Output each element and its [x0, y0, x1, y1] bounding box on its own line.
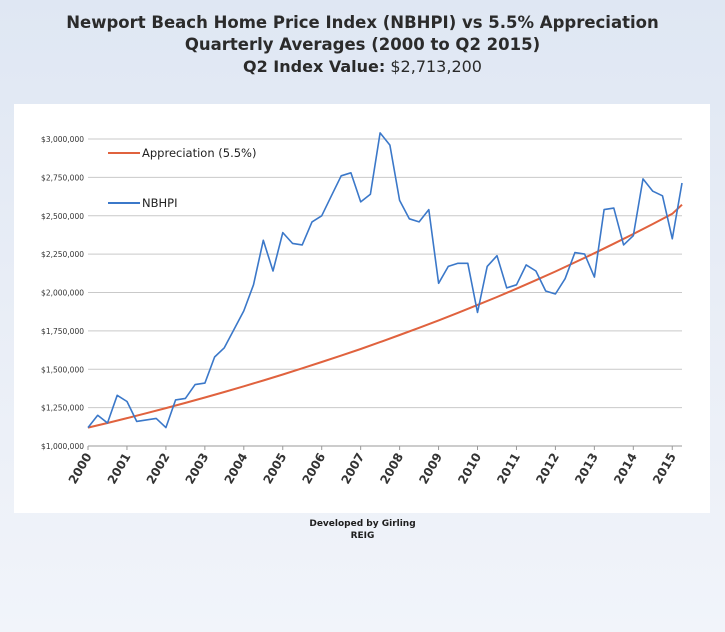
legend: Appreciation (5.5%) NBHPI	[108, 146, 256, 210]
y-tick-label: $1,000,000	[41, 442, 84, 451]
y-tick-label: $2,500,000	[41, 212, 84, 221]
y-axis-ticks: $1,000,000 $1,250,000 $1,500,000 $1,750,000…	[41, 135, 84, 451]
y-tick-label: $3,000,000	[41, 135, 84, 144]
index-value-label: Q2 Index Value:	[243, 57, 386, 76]
chart-area-background	[14, 104, 710, 513]
y-tick-label: $1,750,000	[41, 327, 84, 336]
y-tick-label: $2,750,000	[41, 173, 84, 182]
y-tick-label: $1,500,000	[41, 365, 84, 374]
series-line-nbhpi	[87, 132, 683, 429]
legend-label: NBHPI	[142, 196, 177, 210]
index-value-line: Q2 Index Value: $2,713,200	[0, 56, 725, 78]
index-value: $2,713,200	[390, 57, 482, 76]
legend-label: Appreciation (5.5%)	[142, 146, 256, 160]
y-tick-label: $1,250,000	[41, 404, 84, 413]
footer-credit: Developed by Girling	[309, 519, 416, 529]
chart-title: Newport Beach Home Price Index (NBHPI) v…	[66, 13, 659, 32]
footer-org: REIG	[350, 531, 375, 541]
chart-title-block: Newport Beach Home Price Index (NBHPI) v…	[0, 12, 725, 78]
series-line-appreciation	[87, 203, 683, 429]
series-lines	[87, 132, 683, 429]
y-tick-label: $2,000,000	[41, 289, 84, 298]
y-tick-label: $2,250,000	[41, 250, 84, 259]
chart-subtitle: Quarterly Averages (2000 to Q2 2015)	[184, 35, 541, 54]
